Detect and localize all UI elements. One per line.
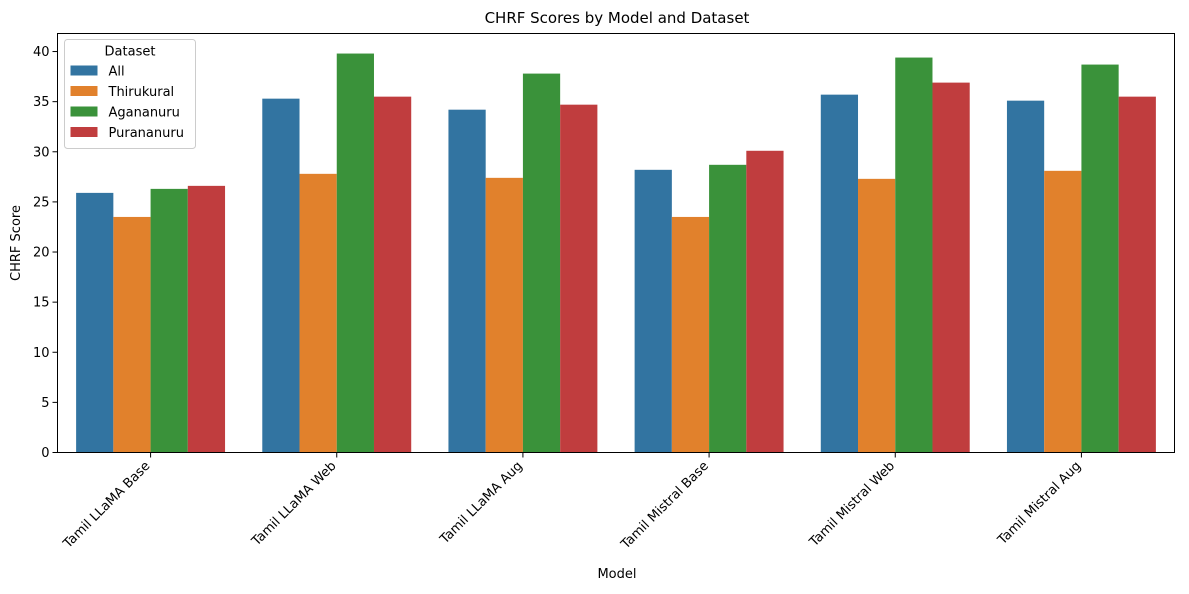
y-tick-label: 15 (33, 296, 50, 311)
legend-swatch-thirukural (70, 86, 98, 96)
bar-all-4 (634, 169, 672, 453)
chart-title: CHRF Scores by Model and Dataset (485, 9, 750, 27)
bar-thirukural-6 (1044, 170, 1082, 453)
bar-purananuru-4 (746, 150, 784, 453)
bar-thirukural-5 (858, 178, 896, 453)
y-tick-label: 35 (33, 95, 50, 110)
y-tick-label: 25 (33, 195, 50, 210)
bar-agananuru-5 (895, 57, 933, 453)
x-tick-label: Tamil Mistral Web (806, 459, 898, 551)
legend-swatch-agananuru (70, 106, 98, 117)
y-tick-label: 5 (41, 396, 49, 411)
x-tick-label: Tamil LLaMA Web (248, 459, 339, 550)
x-tick-label: Tamil LLaMA Aug (437, 459, 526, 548)
bar-thirukural-1 (113, 216, 151, 453)
legend-label-purananuru: Purananuru (109, 126, 184, 141)
bar-all-3 (448, 109, 486, 453)
bar-agananuru-1 (150, 188, 188, 453)
bar-agananuru-2 (336, 53, 374, 453)
bar-purananuru-6 (1118, 96, 1156, 453)
x-tick-label: Tamil Mistral Base (618, 459, 712, 553)
legend-title: Dataset (105, 45, 156, 60)
x-tick-label: Tamil Mistral Aug (994, 459, 1084, 549)
bar-purananuru-3 (560, 104, 598, 453)
bar-purananuru-2 (373, 96, 412, 453)
bar-all-1 (76, 192, 114, 453)
legend-swatch-all (70, 65, 98, 76)
legend-label-agananuru: Agananuru (109, 106, 180, 121)
bar-all-2 (262, 98, 300, 453)
y-axis-label: CHRF Score (9, 205, 24, 281)
y-tick-label: 0 (41, 446, 49, 461)
bar-purananuru-5 (932, 82, 970, 453)
bars (76, 53, 1156, 453)
plot-frame (57, 33, 1175, 453)
legend-swatch-purananuru (70, 127, 98, 137)
legend-label-all: All (109, 65, 125, 80)
y-axis: 0 5 10 15 20 25 30 35 40 (33, 45, 58, 461)
bar-thirukural-4 (671, 216, 710, 453)
bar-thirukural-2 (299, 173, 337, 453)
bar-agananuru-6 (1081, 64, 1119, 453)
legend-label-thirukural: Thirukural (108, 85, 175, 100)
bar-agananuru-4 (709, 164, 747, 453)
bar-agananuru-3 (522, 73, 561, 453)
x-tick-label: Tamil LLaMA Base (60, 459, 153, 552)
y-tick-label: 30 (33, 145, 50, 160)
bar-all-6 (1006, 100, 1045, 453)
x-axis: Tamil LLaMA Base Tamil LLaMA Web Tamil LLa… (60, 452, 1084, 553)
bar-all-5 (820, 94, 859, 453)
y-tick-label: 40 (33, 45, 50, 60)
bar-purananuru-1 (187, 185, 226, 453)
y-tick-label: 10 (33, 346, 50, 361)
x-axis-label: Model (597, 567, 636, 582)
y-tick-label: 20 (33, 246, 50, 261)
legend: Dataset All Thirukural Agananuru Purananuru (64, 39, 196, 149)
bar-thirukural-3 (485, 177, 523, 453)
